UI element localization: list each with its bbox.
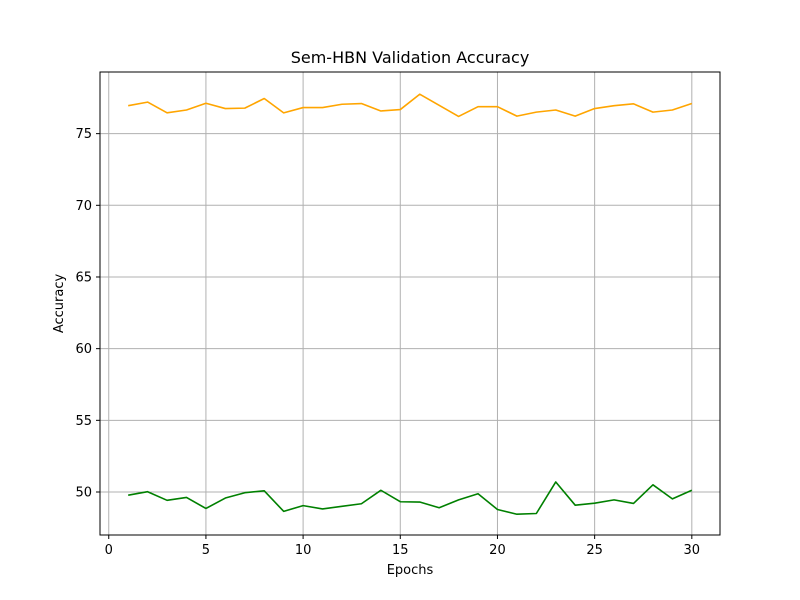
x-tick-label: 5 xyxy=(202,543,210,558)
y-tick-label: 70 xyxy=(75,199,92,214)
grid-layer xyxy=(100,72,720,535)
x-axis-label: Epochs xyxy=(387,563,434,578)
x-tick-label: 0 xyxy=(105,543,113,558)
y-tick-label: 60 xyxy=(75,342,92,357)
y-axis-label: Accuracy xyxy=(52,274,67,334)
y-tick-label: 65 xyxy=(75,270,92,285)
x-tick-label: 10 xyxy=(295,543,312,558)
x-tick-label: 15 xyxy=(392,543,409,558)
y-tick-label: 55 xyxy=(75,414,92,429)
series-layer xyxy=(128,93,693,516)
y-tick-label: 75 xyxy=(75,127,92,142)
plot-frame xyxy=(99,71,721,536)
x-tick-label: 20 xyxy=(489,543,506,558)
tick-layer: 0 5 10 15 20 25 30 50 55 60 65 70 75 xyxy=(75,127,700,558)
x-tick-label: 25 xyxy=(586,543,603,558)
series-line-1 xyxy=(128,93,693,118)
y-tick-label: 50 xyxy=(75,485,92,500)
chart-title: Sem-HBN Validation Accuracy xyxy=(291,48,530,67)
x-tick-label: 30 xyxy=(684,543,701,558)
series-line-2 xyxy=(128,481,693,516)
